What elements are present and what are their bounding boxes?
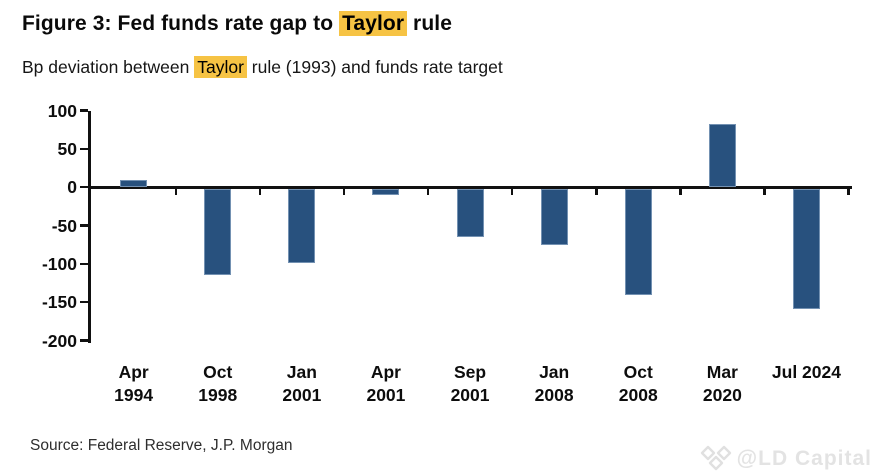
x-axis-tick bbox=[342, 188, 346, 195]
bar-sep-2001 bbox=[456, 188, 484, 237]
y-axis-line bbox=[88, 110, 91, 343]
y-axis-tick-label: 100 bbox=[47, 100, 77, 121]
figure-title-prefix: Figure 3: Fed funds rate gap to bbox=[22, 12, 340, 35]
y-axis-tick-label: -150 bbox=[41, 292, 77, 313]
x-axis-category-label: Apr 2001 bbox=[366, 362, 406, 405]
x-axis-tick bbox=[258, 188, 262, 195]
bar-apr-2001 bbox=[372, 188, 400, 195]
y-axis-tick bbox=[80, 262, 88, 266]
x-axis-category-label: Jan 2001 bbox=[282, 362, 322, 405]
bar-mar-2020 bbox=[708, 124, 736, 188]
x-axis-category-label: Jan 2008 bbox=[534, 362, 574, 405]
y-axis-tick-label: -200 bbox=[41, 330, 77, 351]
x-axis-tick bbox=[174, 188, 177, 195]
x-axis-tick bbox=[510, 188, 514, 195]
bar-jan-2001 bbox=[288, 188, 316, 264]
y-axis-tick bbox=[80, 109, 88, 112]
y-axis-tick bbox=[80, 147, 88, 151]
figure-subtitle-suffix: rule (1993) and funds rate target bbox=[246, 57, 503, 77]
x-axis-tick bbox=[847, 188, 850, 195]
y-axis-tick bbox=[80, 300, 88, 304]
figure-title-suffix: rule bbox=[407, 12, 452, 35]
x-axis-tick bbox=[595, 188, 598, 195]
figure-subtitle-prefix: Bp deviation between bbox=[22, 57, 195, 77]
bar-apr-1994 bbox=[120, 179, 148, 188]
x-axis-category-label: Mar 2020 bbox=[702, 362, 742, 405]
y-axis-tick-label: -100 bbox=[41, 253, 77, 274]
x-axis-tick bbox=[426, 188, 430, 195]
bar-jan-2008 bbox=[540, 188, 568, 246]
y-axis-tick-label: 0 bbox=[67, 177, 77, 198]
y-axis-tick bbox=[80, 339, 88, 342]
x-axis-zero-line bbox=[88, 185, 852, 189]
x-axis-tick bbox=[679, 188, 682, 195]
x-axis-tick bbox=[763, 188, 766, 195]
y-axis-tick bbox=[80, 185, 88, 189]
ld-capital-logo-icon bbox=[700, 445, 731, 471]
title-highlight-taylor: Taylor bbox=[339, 11, 408, 36]
x-axis-category-label: Apr 1994 bbox=[114, 362, 154, 405]
watermark: @LD Capital bbox=[700, 445, 872, 472]
y-axis-tick-label: 50 bbox=[57, 138, 77, 159]
y-axis-tick-label: -50 bbox=[51, 215, 77, 236]
subtitle-highlight-taylor: Taylor bbox=[194, 56, 247, 78]
x-axis-category-label: Jul 2024 bbox=[771, 362, 841, 382]
y-axis-tick bbox=[80, 224, 88, 227]
bar-oct-2008 bbox=[624, 188, 652, 296]
x-axis-category-label: Oct 1998 bbox=[198, 362, 238, 405]
figure-title: Figure 3: Fed funds rate gap to Taylor r… bbox=[22, 11, 452, 36]
watermark-text: @LD Capital bbox=[736, 446, 872, 470]
figure-subtitle: Bp deviation between Taylor rule (1993) … bbox=[22, 56, 503, 78]
x-axis-category-label: Sep 2001 bbox=[450, 362, 490, 405]
x-axis-category-label: Oct 2008 bbox=[618, 362, 658, 405]
source-note: Source: Federal Reserve, J.P. Morgan bbox=[30, 437, 293, 454]
bar-jul-2024 bbox=[792, 188, 820, 310]
bar-oct-1998 bbox=[204, 188, 232, 275]
